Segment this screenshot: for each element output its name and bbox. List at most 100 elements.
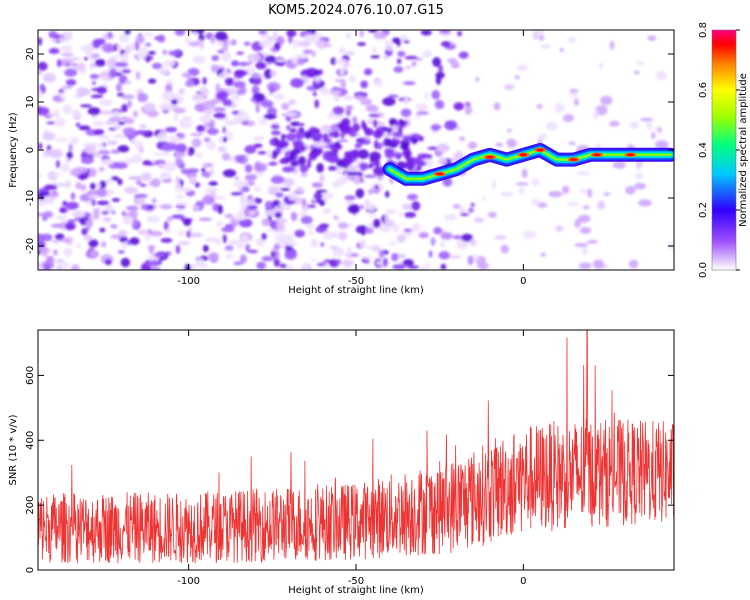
spectrogram-cell xyxy=(411,201,421,211)
spectrogram-cell xyxy=(146,260,161,267)
spectrogram-cell xyxy=(100,74,110,81)
spectrogram-cell xyxy=(48,30,58,37)
spectrogram-cell xyxy=(152,152,166,156)
spectrogram-cell xyxy=(221,69,229,79)
spectrogram-cell xyxy=(90,94,104,99)
spectrogram-cell xyxy=(330,57,337,65)
spectrogram-cell xyxy=(593,109,599,120)
spectrogram-cell xyxy=(51,239,60,244)
spectrogram-cell xyxy=(108,59,116,65)
spectrogram-cell xyxy=(345,32,352,39)
colorbar-tick-label: 0.6 xyxy=(698,82,709,98)
spectrogram-cell xyxy=(352,116,358,125)
spectrogram-cell xyxy=(566,201,580,207)
spectrogram-cell xyxy=(458,51,469,59)
spectrogram-cell xyxy=(114,61,129,68)
spectrogram-cell xyxy=(364,260,370,264)
spectrogram-cell xyxy=(531,178,540,187)
spectrogram-cell xyxy=(116,43,122,53)
spectrogram-cell xyxy=(38,90,44,99)
spectrogram-cell xyxy=(411,222,421,233)
spectrogram-cell xyxy=(504,84,515,91)
spectrogram-cell xyxy=(316,262,326,267)
spectrogram-cell xyxy=(286,30,297,38)
spectrogram-cell xyxy=(637,199,652,207)
spectrogram-cell xyxy=(101,42,115,53)
spectrogram-cell xyxy=(287,191,298,201)
spectrogram-cell xyxy=(452,204,461,209)
spectrogram-cell xyxy=(383,148,396,155)
spectrogram-cell xyxy=(224,213,234,219)
ridge-peak xyxy=(436,172,444,176)
spectrogram-cell xyxy=(80,156,94,165)
x-tick-label: -50 xyxy=(348,576,364,587)
spectrogram-cell xyxy=(319,86,330,96)
spectrogram-cell xyxy=(243,41,251,46)
spectrogram-cell xyxy=(93,128,105,136)
spectrogram-cell xyxy=(438,64,444,73)
spectrogram-cell xyxy=(78,125,91,131)
spectrogram-cell xyxy=(253,143,263,148)
y-tick-label: -10 xyxy=(25,190,36,206)
spectrogram-cell xyxy=(161,90,176,101)
colorbar-tick-label: 0.0 xyxy=(698,262,709,278)
spectrogram-cell xyxy=(453,235,463,240)
spectrogram-cell xyxy=(410,137,419,144)
spectrogram-cell xyxy=(217,146,227,153)
spectrogram-cell xyxy=(340,78,347,89)
snr-x-axis-label: Height of straight line (km) xyxy=(288,585,424,596)
spectrogram-cell xyxy=(279,158,291,164)
spectrogram-cell xyxy=(171,214,185,219)
spectrogram-cell xyxy=(270,175,285,184)
spectrogram-cell xyxy=(90,88,102,92)
spectrogram-cell xyxy=(586,239,598,244)
ridge-peak xyxy=(593,153,601,157)
spectrogram-cell xyxy=(137,92,149,103)
spectrogram-cell xyxy=(456,239,469,250)
spectrogram-cell xyxy=(166,228,171,234)
spectrogram-cell xyxy=(460,212,469,216)
spectrogram-cell xyxy=(38,174,43,178)
spectrogram-cell xyxy=(433,226,443,235)
spectrogram-cell xyxy=(147,244,156,251)
spectrogram-cell xyxy=(128,43,136,52)
spectrogram-cell xyxy=(38,61,48,71)
spectrogram-cell xyxy=(540,252,546,258)
spectrogram-cell xyxy=(447,57,458,64)
spectrogram-cell xyxy=(299,164,309,174)
spectrogram-cell xyxy=(393,66,404,73)
spectrogram-cell xyxy=(567,37,577,43)
spectrogram-cell xyxy=(328,90,342,95)
spectrogram-cell xyxy=(54,117,66,127)
spectrogram-cell xyxy=(360,140,372,145)
spectrogram-cell xyxy=(165,126,178,133)
spectrogram-cell xyxy=(299,123,305,127)
spectrogram-cell xyxy=(404,65,412,70)
spectrogram-cell xyxy=(348,223,354,227)
spectrogram-cell xyxy=(404,211,417,218)
spectrogram-cell xyxy=(88,239,99,248)
spectrogram-cell xyxy=(117,178,123,186)
spectrogram-cell xyxy=(125,80,132,85)
spectrogram-cell xyxy=(198,217,213,221)
spectrogram-cell xyxy=(254,163,267,173)
spectrogram-cell xyxy=(106,178,114,184)
x-tick-label: 0 xyxy=(520,576,526,587)
spectrogram-cell xyxy=(225,77,234,87)
spectrogram-cell xyxy=(48,48,60,55)
spectrogram-cell xyxy=(385,45,394,51)
spectrogram-cell xyxy=(345,200,355,206)
spectrogram-cell xyxy=(195,257,205,266)
spectrogram-cell xyxy=(120,257,131,268)
spectrogram-cell xyxy=(62,104,73,115)
spectrogram-cell xyxy=(467,141,478,150)
spectrogram-cell xyxy=(308,151,317,161)
spectrogram-cell xyxy=(122,127,136,136)
spectrogram-cell xyxy=(176,208,185,213)
spectrogram-cell xyxy=(333,215,338,221)
spectrogram-cell xyxy=(347,203,361,214)
spectrogram-cell xyxy=(251,85,260,96)
spectrogram-cell xyxy=(248,249,259,254)
spectrogram-cell xyxy=(576,171,591,176)
spectrogram-cell xyxy=(372,218,381,229)
